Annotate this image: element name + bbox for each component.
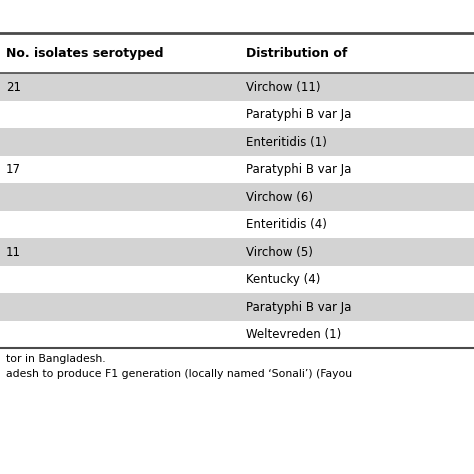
Text: Enteritidis (1): Enteritidis (1) (246, 136, 328, 149)
Text: Paratyphi B var Ja: Paratyphi B var Ja (246, 108, 352, 121)
Bar (0, 266, 474, 293)
Text: Paratyphi B var Ja: Paratyphi B var Ja (246, 301, 352, 314)
Text: Kentucky (4): Kentucky (4) (246, 273, 321, 286)
Text: Weltevreden (1): Weltevreden (1) (246, 328, 342, 341)
Bar (0, 183, 474, 211)
Bar (0, 156, 474, 183)
Text: 21: 21 (6, 81, 21, 94)
Text: adesh to produce F1 generation (locally named ‘Sonali’) (Fayou: adesh to produce F1 generation (locally … (6, 369, 352, 379)
Bar (0, 211, 474, 238)
Text: tor in Bangladesh.: tor in Bangladesh. (6, 354, 105, 364)
Bar (0, 321, 474, 348)
Text: 17: 17 (6, 163, 21, 176)
Text: Distribution of: Distribution of (246, 47, 348, 60)
Text: Paratyphi B var Ja: Paratyphi B var Ja (246, 163, 352, 176)
Text: Virchow (5): Virchow (5) (246, 246, 313, 259)
Bar (0, 238, 474, 266)
Text: Virchow (11): Virchow (11) (246, 81, 321, 94)
Bar (0, 293, 474, 321)
Text: No. isolates serotyped: No. isolates serotyped (6, 47, 163, 60)
Bar (0, 128, 474, 156)
Text: Virchow (6): Virchow (6) (246, 191, 313, 204)
Text: Enteritidis (4): Enteritidis (4) (246, 218, 328, 231)
Bar (0, 73, 474, 101)
Text: 11: 11 (6, 246, 21, 259)
Bar (0, 101, 474, 128)
